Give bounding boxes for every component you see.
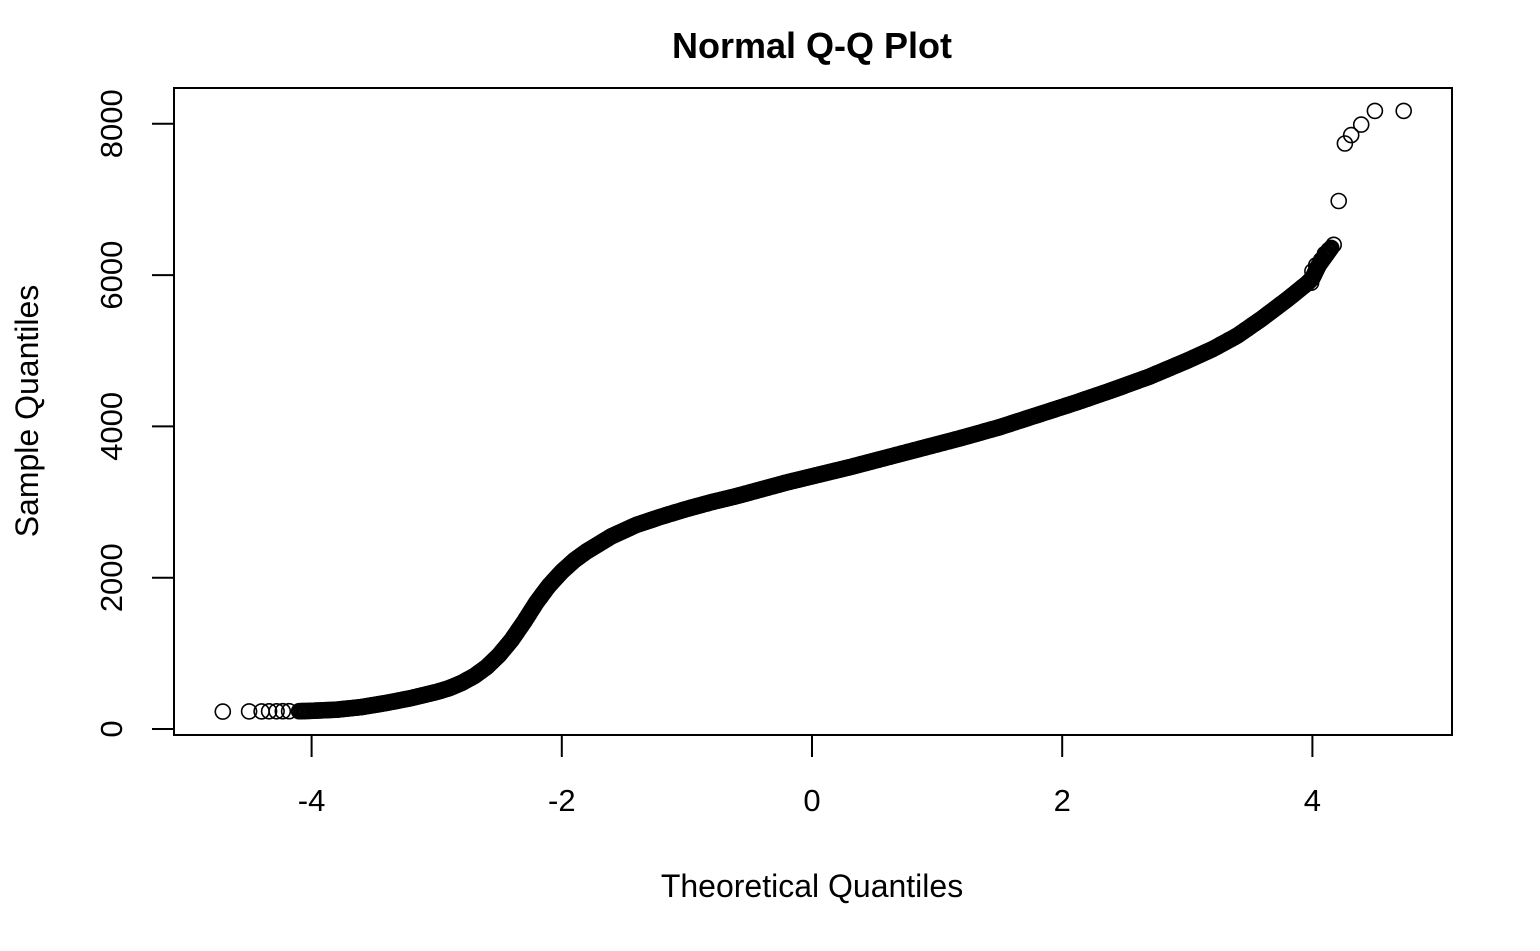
y-axis-label: Sample Quantiles — [9, 285, 45, 538]
x-tick-label: 2 — [1054, 783, 1071, 818]
x-tick-label: -4 — [298, 783, 326, 818]
x-tick-label: 0 — [803, 783, 820, 818]
data-point — [1322, 240, 1339, 258]
data-point — [1316, 245, 1334, 263]
data-point — [260, 702, 278, 720]
data-point — [280, 702, 298, 720]
data-points — [214, 102, 1412, 720]
y-tick-label: 8000 — [94, 89, 129, 158]
y-tick-label: 2000 — [94, 543, 129, 612]
x-axis-label: Theoretical Quantiles — [661, 868, 963, 904]
data-point — [1320, 241, 1337, 259]
y-tick-label: 0 — [94, 720, 129, 737]
data-point — [240, 703, 258, 720]
data-point — [1342, 126, 1360, 144]
data-point — [1322, 239, 1340, 257]
y-axis: 0 2000 4000 6000 8000 — [94, 89, 175, 738]
data-point — [1352, 116, 1370, 133]
data-point — [268, 702, 285, 720]
y-tick-label: 4000 — [94, 392, 129, 461]
data-point — [1395, 102, 1412, 120]
data-point — [274, 702, 292, 720]
y-tick-label: 6000 — [94, 241, 129, 310]
data-point — [1325, 236, 1342, 254]
data-point — [1307, 256, 1325, 274]
x-tick-label: 4 — [1304, 783, 1321, 818]
plot-area-border — [173, 87, 1453, 736]
data-point — [1330, 192, 1347, 210]
data-point — [1302, 274, 1320, 292]
data-point — [1336, 135, 1354, 152]
x-axis: -4 -2 0 2 4 — [298, 734, 1321, 818]
data-point — [1366, 102, 1384, 120]
data-point — [214, 703, 232, 720]
chart-title: Normal Q-Q Plot — [672, 25, 952, 66]
x-tick-label: -2 — [548, 783, 576, 818]
